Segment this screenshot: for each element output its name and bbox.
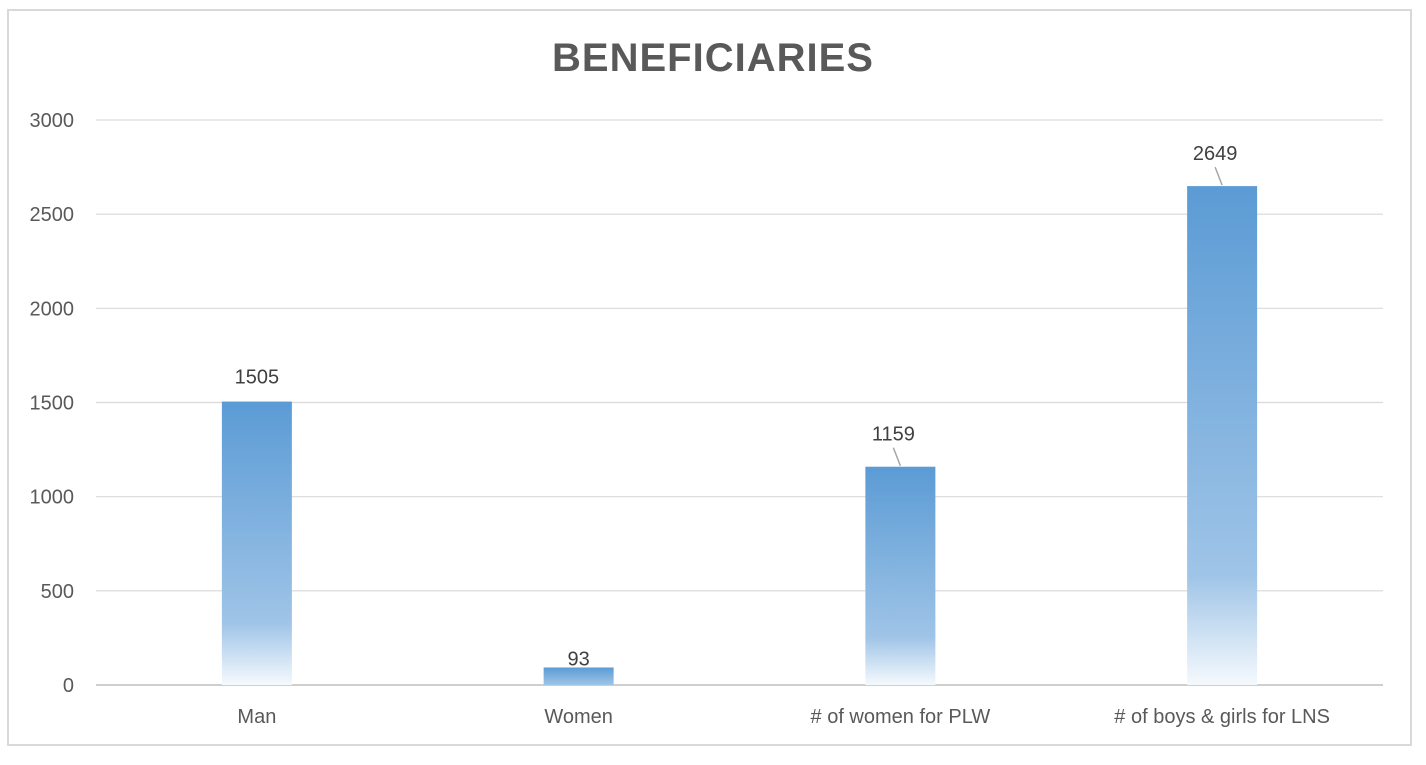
y-tick-label: 0 bbox=[63, 675, 74, 697]
bar bbox=[865, 466, 936, 685]
y-tick-label: 1000 bbox=[30, 487, 75, 509]
chart-title: BENEFICIARIES bbox=[552, 36, 874, 80]
bar bbox=[543, 667, 614, 685]
y-tick-label: 2000 bbox=[30, 298, 75, 320]
x-tick-label: Man bbox=[237, 706, 276, 728]
x-tick-label: # of women for PLW bbox=[811, 706, 991, 728]
data-label: 93 bbox=[568, 648, 590, 670]
data-label: 2649 bbox=[1193, 143, 1238, 165]
y-tick-label: 500 bbox=[41, 581, 74, 603]
gridlines bbox=[96, 119, 1383, 686]
x-tick-label: # of boys & girls for LNS bbox=[1114, 706, 1330, 728]
y-tick-label: 1500 bbox=[30, 393, 75, 415]
data-label: 1159 bbox=[872, 424, 915, 446]
bar bbox=[1187, 186, 1258, 686]
y-tick-label: 3000 bbox=[30, 110, 75, 132]
x-tick-label: Women bbox=[544, 706, 613, 728]
data-label-leader bbox=[892, 447, 902, 466]
data-label-leader bbox=[1214, 166, 1223, 186]
labels: 0 500 1000 1500 2000 2500 3000 Man 1505 Women 93 # … bbox=[30, 110, 1330, 728]
bars bbox=[221, 186, 1258, 686]
bar bbox=[221, 401, 292, 685]
y-tick-label: 2500 bbox=[30, 204, 75, 226]
data-label: 1505 bbox=[235, 367, 280, 389]
